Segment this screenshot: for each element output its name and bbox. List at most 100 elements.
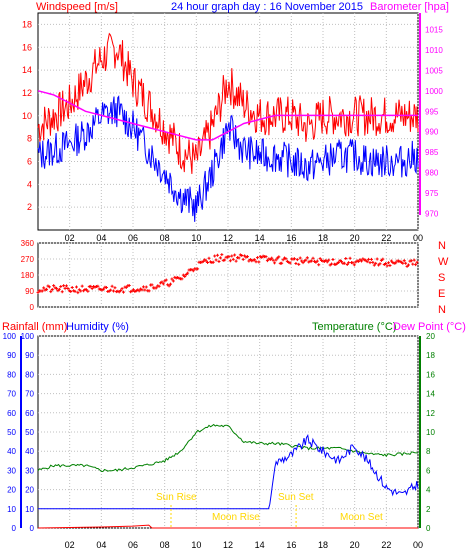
x-tick-label: 06 [128, 233, 138, 243]
direction-point [414, 263, 418, 267]
direction-point [36, 290, 40, 294]
dir-y-tick-label: 360 [21, 239, 35, 248]
direction-point [381, 257, 385, 261]
direction-point [404, 261, 408, 265]
x-tick-label: 20 [350, 233, 360, 243]
direction-point [294, 262, 298, 266]
x-tick-label: 16 [286, 540, 296, 550]
moonrise-label: Moon Rise [212, 512, 260, 523]
direction-point [122, 290, 125, 294]
direction-point [201, 259, 205, 263]
direction-point [330, 262, 334, 266]
direction-point [245, 255, 249, 259]
sunset-label: Sun Set [278, 492, 314, 503]
x-tick-label: 18 [318, 233, 328, 243]
direction-point [80, 284, 84, 288]
direction-point [113, 286, 117, 290]
direction-point [257, 260, 261, 264]
baro-y-tick-label: 1005 [425, 66, 443, 75]
direction-point [352, 263, 356, 267]
x-tick-label: 14 [255, 540, 265, 550]
humidity-line [38, 433, 419, 510]
direction-point [204, 259, 208, 263]
x-tick-label: 08 [160, 540, 170, 550]
direction-point [311, 256, 315, 260]
direction-point [385, 264, 389, 268]
barometer-axis-label: Barometer [hpa] [370, 1, 449, 13]
wind-y-tick-label: 10 [22, 111, 32, 121]
dir-letter-s: S [438, 272, 445, 284]
direction-point [220, 253, 224, 257]
direction-grid [38, 242, 419, 308]
direction-point [89, 284, 93, 288]
direction-point [131, 288, 135, 292]
direction-point [161, 282, 165, 286]
direction-point [228, 259, 232, 263]
baro-y-tick-label: 995 [425, 107, 439, 116]
humidity-y-tick-label: 60 [7, 409, 16, 418]
temp-y-tick-label: 18 [426, 351, 435, 360]
dir-letter-n-top: N [438, 240, 446, 252]
direction-point [327, 258, 331, 262]
direction-point [52, 284, 56, 288]
direction-point [73, 289, 77, 293]
dir-y-tick-label: 90 [25, 287, 34, 296]
direction-point [74, 285, 78, 289]
direction-point [90, 286, 94, 290]
humidity-y-tick-label: 100 [3, 332, 17, 341]
direction-point [351, 261, 355, 265]
rain-y-tick-label: 0 [30, 524, 35, 533]
direction-point [109, 288, 113, 292]
rain-y-tick-label: 60 [25, 409, 34, 418]
direction-point [69, 289, 73, 293]
direction-point [265, 259, 269, 263]
direction-point [206, 260, 210, 264]
direction-point [402, 259, 406, 263]
humidity-axis-label: Humidity (%) [66, 321, 129, 333]
direction-point [337, 260, 341, 264]
wind-y-tick-label: 8 [27, 134, 32, 144]
direction-point [295, 258, 299, 262]
humidity-y-tick-label: 70 [7, 390, 16, 399]
humidity-y-tick-label: 0 [12, 524, 17, 533]
x-tick-label: 00 [413, 540, 423, 550]
direction-point [340, 260, 344, 264]
dir-letter-n-bottom: N [438, 304, 446, 316]
windspeed-line [37, 95, 419, 222]
direction-point [367, 257, 371, 261]
direction-point [112, 289, 116, 293]
direction-point [301, 261, 305, 265]
direction-point [196, 267, 200, 271]
direction-point [86, 289, 90, 293]
dewpoint-axis-label: Dew Point (°C) [393, 321, 466, 333]
humidity-y-tick-label: 40 [7, 447, 16, 456]
direction-point [411, 262, 415, 266]
direction-point [253, 258, 257, 262]
direction-point [141, 285, 145, 289]
temp-y-tick-label: 14 [426, 390, 435, 399]
humidity-y-tick-label: 20 [7, 486, 16, 495]
temp-y-tick-label: 4 [426, 486, 431, 495]
direction-point [369, 257, 373, 261]
temp-y-tick-label: 16 [426, 370, 435, 379]
rain-y-tick-label: 70 [25, 390, 34, 399]
direction-point [409, 259, 413, 263]
direction-point [325, 260, 329, 264]
direction-point [157, 284, 161, 288]
dir-letter-w: W [438, 256, 449, 268]
x-tick-label: 14 [255, 233, 265, 243]
direction-point [371, 260, 375, 264]
direction-point [412, 258, 416, 262]
direction-point [315, 259, 319, 263]
direction-point [137, 289, 141, 293]
direction-point [280, 261, 284, 265]
direction-point [368, 261, 372, 265]
direction-point [365, 260, 369, 264]
direction-point [305, 256, 309, 260]
direction-point [344, 257, 348, 261]
direction-point [50, 288, 54, 292]
direction-point [317, 263, 321, 267]
temp-y-tick-label: 8 [426, 447, 431, 456]
direction-point [147, 289, 151, 293]
direction-point [240, 253, 244, 257]
